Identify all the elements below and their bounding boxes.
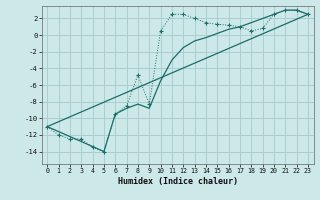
X-axis label: Humidex (Indice chaleur): Humidex (Indice chaleur)	[118, 177, 237, 186]
